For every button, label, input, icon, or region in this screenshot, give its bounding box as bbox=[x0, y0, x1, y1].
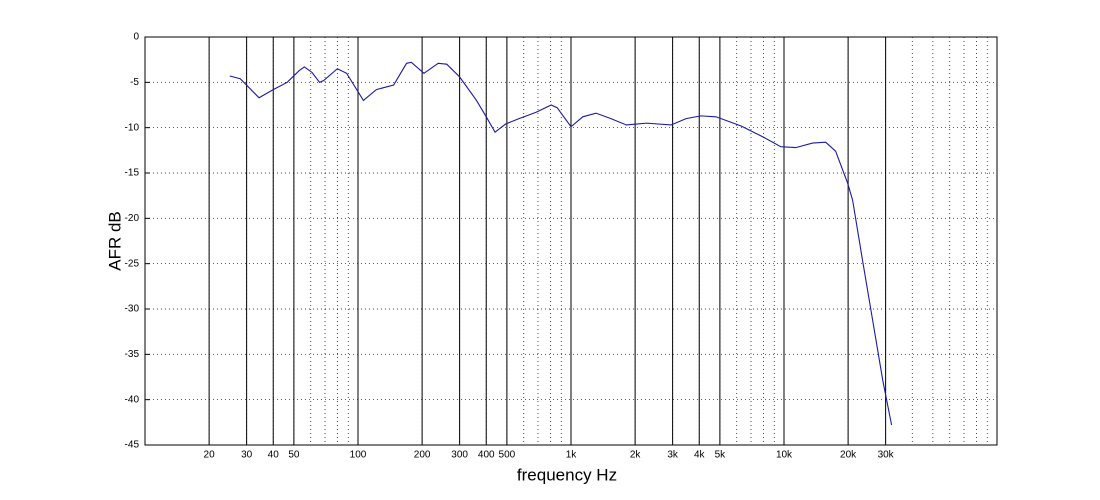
x-tick-label: 40 bbox=[268, 450, 280, 461]
x-tick-label: 3k bbox=[667, 450, 679, 461]
y-tick-label: -10 bbox=[125, 122, 140, 133]
x-tick-label: 300 bbox=[451, 450, 468, 461]
y-axis-label: AFR dB bbox=[105, 211, 124, 271]
x-tick-label: 50 bbox=[288, 450, 300, 461]
y-tick-label: -30 bbox=[125, 304, 140, 315]
x-tick-label: 5k bbox=[715, 450, 727, 461]
x-axis-label: frequency Hz bbox=[517, 465, 617, 484]
y-tick-label: -25 bbox=[125, 258, 140, 269]
x-tick-label: 4k bbox=[694, 450, 706, 461]
x-tick-label: 20k bbox=[840, 450, 857, 461]
data-line bbox=[229, 61, 893, 426]
x-tick-label: 200 bbox=[414, 450, 431, 461]
y-tick-label: -45 bbox=[125, 440, 140, 451]
x-tick-label: 10k bbox=[776, 450, 793, 461]
x-tick-label: 30 bbox=[241, 450, 253, 461]
x-tick-label: 1k bbox=[566, 450, 578, 461]
y-tick-label: -15 bbox=[125, 168, 140, 179]
y-tick-label: -20 bbox=[125, 213, 140, 224]
x-tick-label: 20 bbox=[204, 450, 216, 461]
y-tick-label: -5 bbox=[130, 77, 139, 88]
y-tick-label: 0 bbox=[133, 32, 139, 43]
x-tick-label: 2k bbox=[630, 450, 642, 461]
x-tick-label: 30k bbox=[878, 450, 895, 461]
y-tick-label: -40 bbox=[125, 394, 140, 405]
plot-frame bbox=[144, 36, 998, 446]
x-tick-label: 400 bbox=[478, 450, 495, 461]
x-tick-label: 100 bbox=[350, 450, 367, 461]
x-tick-label: 500 bbox=[499, 450, 516, 461]
y-tick-label: -35 bbox=[125, 349, 140, 360]
